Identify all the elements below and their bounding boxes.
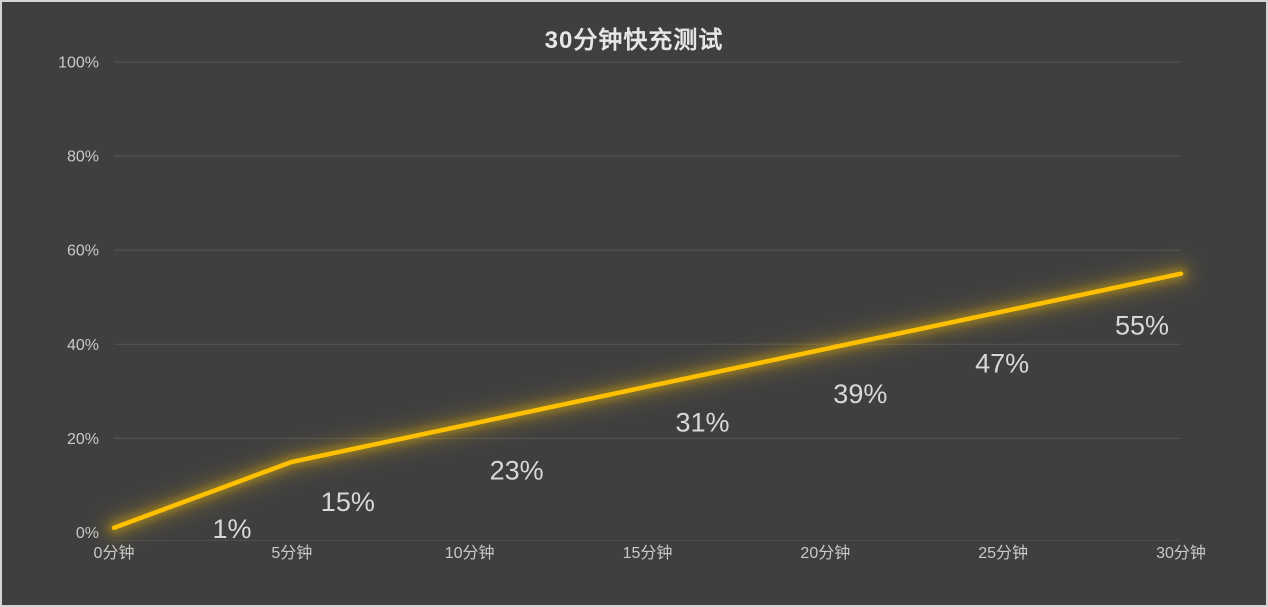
y-tick-label: 80% <box>67 149 99 166</box>
data-label-30分钟: 55% <box>1115 311 1169 341</box>
data-label-15分钟: 31% <box>675 408 729 438</box>
x-tick-label: 30分钟 <box>1156 544 1206 562</box>
y-tick-label: 100% <box>58 55 99 72</box>
y-tick-label: 20% <box>67 431 99 448</box>
x-tick-label: 15分钟 <box>623 544 673 562</box>
x-tick-label: 25分钟 <box>978 544 1028 562</box>
y-tick-label: 0% <box>76 525 99 542</box>
x-tick-label: 10分钟 <box>445 544 495 562</box>
y-tick-label: 40% <box>67 337 99 354</box>
data-label-10分钟: 23% <box>490 455 544 485</box>
series-glow-inner <box>108 267 1187 534</box>
data-label-20分钟: 39% <box>833 379 887 409</box>
x-tick-label: 20分钟 <box>800 544 850 562</box>
chart-title: 30分钟快充测试 <box>544 27 724 54</box>
data-label-25分钟: 47% <box>975 348 1029 378</box>
series-line <box>111 271 1184 531</box>
x-tick-label: 5分钟 <box>271 544 312 562</box>
data-label-0分钟: 1% <box>212 514 251 544</box>
x-tick-label: 0分钟 <box>94 544 135 562</box>
y-tick-label: 60% <box>67 243 99 260</box>
data-label-5分钟: 15% <box>321 487 375 517</box>
